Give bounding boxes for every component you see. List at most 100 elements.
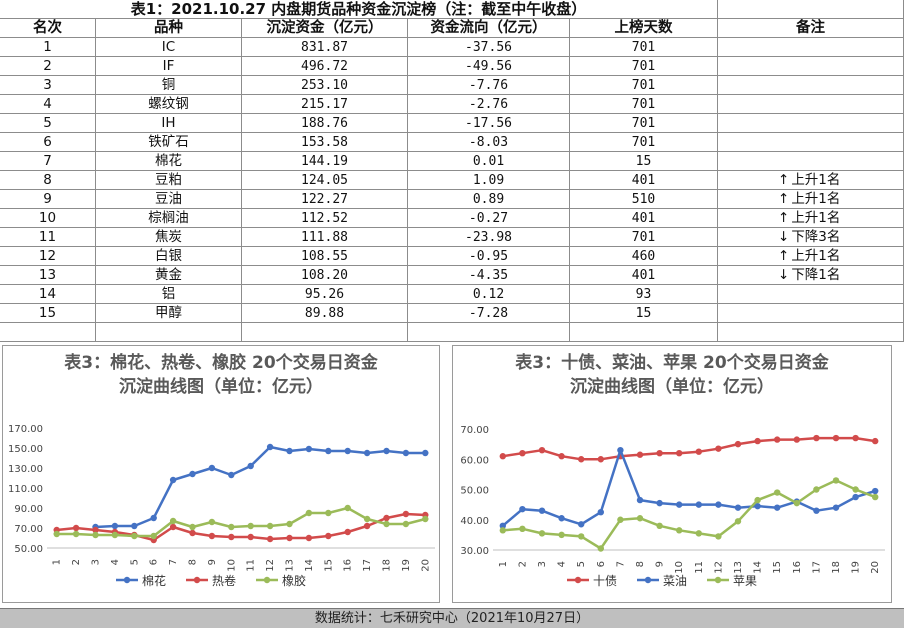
chart-title-line: 表3：十债、菜油、苹果 20个交易日资金 xyxy=(515,352,829,373)
name-cell: 棕榈油 xyxy=(96,209,242,228)
data-point xyxy=(228,471,235,479)
data-point xyxy=(363,515,371,523)
arrow-down-icon: ↓ xyxy=(778,267,790,283)
name-cell: IF xyxy=(96,57,242,76)
name-cell: 豆油 xyxy=(96,190,242,209)
data-point xyxy=(402,449,410,457)
name-cell: 棉花 xyxy=(96,152,242,171)
note-cell: ↓ 下降1名 xyxy=(718,266,904,285)
data-point xyxy=(344,528,351,536)
days-cell: 701 xyxy=(570,133,718,152)
note-text: 上升1名 xyxy=(791,172,841,188)
legend-marker xyxy=(123,576,131,584)
amount-cell: 111.88 xyxy=(242,228,408,247)
data-point xyxy=(189,470,196,478)
arrow-up-icon: ↑ xyxy=(778,210,790,226)
rank-cell: 8 xyxy=(0,171,96,190)
x-tick-label: 18 xyxy=(382,559,393,572)
x-tick-label: 11 xyxy=(246,559,257,572)
legend-marker xyxy=(714,576,722,584)
amount-cell: 144.19 xyxy=(242,152,408,171)
chart-panel-left: 表3：棉花、热卷、橡胶 20个交易日资金 沉淀曲线图（单位：亿元） 50.00 70.… xyxy=(2,345,440,603)
days-cell: 401 xyxy=(570,209,718,228)
data-point xyxy=(402,510,410,518)
data-point xyxy=(383,514,390,522)
x-tick-label: 1 xyxy=(52,559,63,565)
x-tick-label: 11 xyxy=(694,561,705,574)
data-point xyxy=(208,518,216,526)
rank-cell: 15 xyxy=(0,304,96,323)
data-point xyxy=(92,531,99,539)
x-tick-label: 17 xyxy=(362,559,373,572)
table-row: 12 白银 108.55 -0.95 460 ↑ 上升1名 xyxy=(0,247,904,266)
legend-label: 菜油 xyxy=(663,574,687,588)
amount-cell: 188.76 xyxy=(242,114,408,133)
footer-source: 数据统计：七禾研究中心（2021年10月27日） xyxy=(0,608,904,628)
series-line-3 xyxy=(56,506,426,538)
days-cell: 15 xyxy=(570,304,718,323)
data-point xyxy=(715,533,722,540)
empty-cell xyxy=(570,323,718,342)
note-cell xyxy=(718,152,904,171)
series-line-2 xyxy=(501,448,876,527)
data-point xyxy=(715,445,722,452)
x-tick-label: 20 xyxy=(420,559,431,572)
note-cell xyxy=(718,57,904,76)
data-point xyxy=(53,530,60,538)
x-tick-label: 16 xyxy=(792,561,803,574)
data-point xyxy=(305,509,313,517)
note-cell xyxy=(718,38,904,57)
data-point xyxy=(92,526,99,534)
legend-marker xyxy=(574,576,582,584)
data-point xyxy=(695,530,702,537)
data-point xyxy=(617,516,624,523)
y-tick-label: 90.00 xyxy=(14,504,43,515)
rank-cell: 3 xyxy=(0,76,96,95)
data-point xyxy=(111,531,119,539)
note-cell xyxy=(718,76,904,95)
series-line-1 xyxy=(502,436,876,461)
name-cell: 焦炭 xyxy=(96,228,242,247)
data-point xyxy=(150,514,157,522)
y-tick-label: 50.00 xyxy=(460,486,489,497)
data-point xyxy=(676,501,683,508)
data-point xyxy=(383,447,390,455)
data-point xyxy=(228,533,235,541)
data-point xyxy=(72,524,80,532)
series-line-2 xyxy=(56,512,426,542)
data-point xyxy=(519,450,526,457)
table-title: 表1：2021.10.27 内盘期货品种资金沉淀榜（注：截至中午收盘） xyxy=(0,0,718,19)
flow-cell: -2.76 xyxy=(408,95,570,114)
table-row: 13 黄金 108.20 -4.35 401 ↓ 下降1名 xyxy=(0,266,904,285)
table-row: 4 螺纹钢 215.17 -2.76 701 xyxy=(0,95,904,114)
note-text: 上升1名 xyxy=(791,248,841,264)
note-cell xyxy=(718,133,904,152)
amount-cell: 95.26 xyxy=(242,285,408,304)
legend-label: 棉花 xyxy=(142,573,166,588)
table-row: 9 豆油 122.27 0.89 510 ↑ 上升1名 xyxy=(0,190,904,209)
data-point xyxy=(578,521,585,528)
table-row: 10 棕榈油 112.52 -0.27 401 ↑ 上升1名 xyxy=(0,209,904,228)
data-point xyxy=(266,535,274,543)
header-flow: 资金流向（亿元） xyxy=(408,19,570,38)
note-cell xyxy=(718,304,904,323)
amount-cell: 112.52 xyxy=(242,209,408,228)
days-cell: 701 xyxy=(570,76,718,95)
data-point xyxy=(734,518,742,525)
empty-cell xyxy=(0,323,96,342)
days-cell: 701 xyxy=(570,38,718,57)
data-point xyxy=(499,527,506,534)
x-tick-label: 2 xyxy=(517,561,528,567)
legend-marker xyxy=(193,576,201,584)
data-point xyxy=(617,446,624,454)
data-point xyxy=(832,434,840,442)
data-point xyxy=(247,522,254,530)
amount-cell: 496.72 xyxy=(242,57,408,76)
amount-cell: 253.10 xyxy=(242,76,408,95)
legend-label: 苹果 xyxy=(733,574,757,588)
days-cell: 460 xyxy=(570,247,718,266)
data-point xyxy=(597,508,604,516)
name-cell: 螺纹钢 xyxy=(96,95,242,114)
y-tick-label: 30.00 xyxy=(460,546,489,557)
